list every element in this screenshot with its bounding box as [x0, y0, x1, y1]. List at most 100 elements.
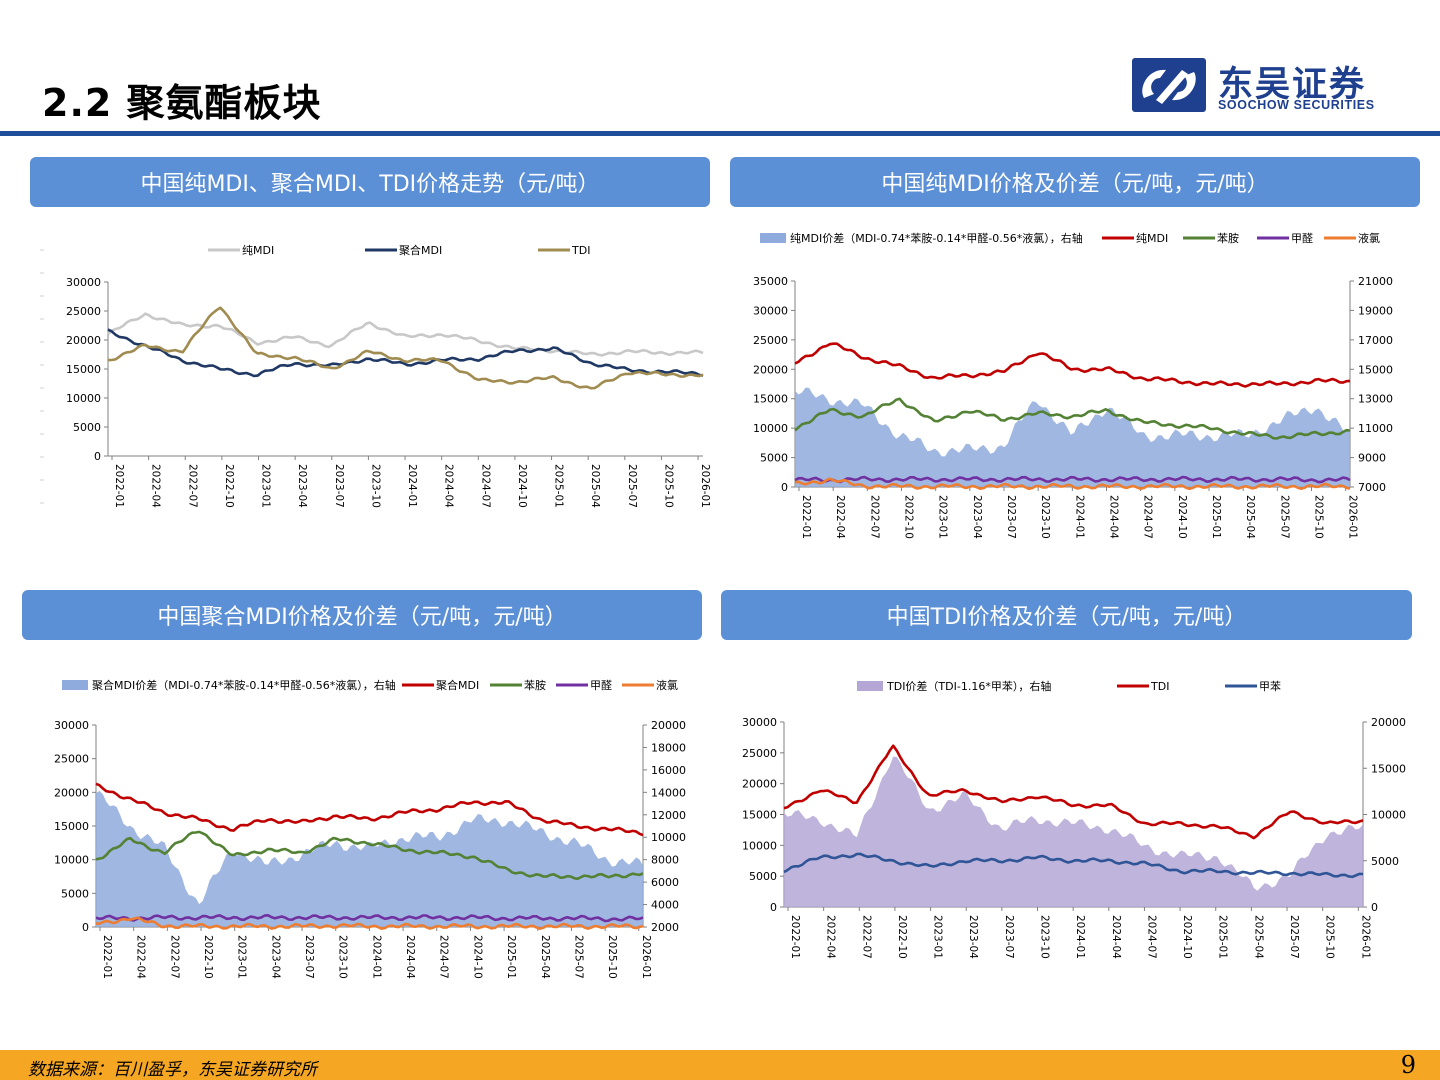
legend-label: 纯MDI — [242, 244, 274, 257]
x-tick-label: 2024-10 — [471, 935, 483, 979]
x-tick-label: 2022-04 — [825, 915, 837, 959]
legend-label: 甲苯 — [1259, 679, 1281, 693]
page-number: 9 — [1400, 1051, 1416, 1079]
y2-tick-label: 2000 — [651, 921, 679, 934]
panel-title-pure-mdi: 中国纯MDI价格及价差（元/吨，元/吨） — [730, 157, 1420, 207]
x-tick-label: 2022-01 — [789, 915, 801, 959]
y2-tick-label: 20000 — [651, 719, 686, 732]
x-tick-label: 2025-07 — [626, 464, 638, 508]
x-tick-label: 2025-04 — [539, 935, 551, 979]
y-tick-label: 20000 — [66, 334, 101, 347]
y-tick-label: 20000 — [753, 363, 788, 376]
y2-tick-label: 14000 — [651, 786, 686, 799]
legend-swatch — [857, 681, 883, 691]
x-tick-label: 2026-01 — [1359, 915, 1371, 959]
x-tick-label: 2022-01 — [113, 464, 125, 508]
legend-label: 苯胺 — [1217, 231, 1239, 245]
y2-tick-label: 15000 — [1358, 363, 1393, 376]
header-rule — [0, 131, 1440, 136]
y-tick-label: 25000 — [54, 753, 89, 766]
y-tick-label: 25000 — [753, 334, 788, 347]
x-tick-label: 2024-10 — [516, 464, 528, 508]
legend-label: 纯MDI价差（MDI-0.74*苯胺-0.14*甲醛-0.56*液氯），右轴 — [790, 231, 1083, 245]
x-tick-label: 2023-01 — [937, 495, 949, 539]
series-line — [794, 342, 1351, 388]
x-tick-label: 2026-01 — [640, 935, 652, 979]
y-tick-label: 30000 — [753, 304, 788, 317]
y2-tick-label: 10000 — [1371, 809, 1406, 822]
y-tick-label: 30000 — [66, 276, 101, 289]
y2-tick-label: 18000 — [651, 741, 686, 754]
x-tick-label: 2024-07 — [438, 935, 450, 979]
y-tick-label: 0 — [770, 901, 777, 914]
series-area-spread — [795, 387, 1350, 487]
legend-label: 苯胺 — [524, 678, 546, 692]
chart-polymeric-mdi-spread: 0 5000 10000 15000 20000 25000 30000 2000 4000 60… — [54, 678, 686, 979]
legend-label: 聚合MDI价差（MDI-0.74*苯胺-0.14*甲醛-0.56*液氯），右轴 — [92, 678, 396, 692]
chart-pure-mdi-spread: 0 5000 10000 15000 20000 25000 30000 35000 7000 9… — [753, 231, 1393, 539]
panel-title-polymeric-mdi: 中国聚合MDI价格及价差（元/吨，元/吨） — [22, 590, 702, 640]
y-tick-label: 15000 — [54, 820, 89, 833]
series-line — [107, 306, 704, 390]
x-tick-label: 2022-01 — [101, 935, 113, 979]
x-tick-label: 2023-10 — [369, 464, 381, 508]
y2-tick-label: 12000 — [651, 809, 686, 822]
x-tick-label: 2024-07 — [479, 464, 491, 508]
x-tick-label: 2023-01 — [932, 915, 944, 959]
x-tick-label: 2025-04 — [1244, 495, 1256, 539]
x-tick-label: 2025-07 — [1288, 915, 1300, 959]
x-tick-label: 2022-07 — [186, 464, 198, 508]
x-tick-label: 2025-10 — [662, 464, 674, 508]
y2-tick-label: 15000 — [1371, 762, 1406, 775]
series-line — [95, 914, 644, 923]
legend-label: 甲醛 — [590, 678, 612, 692]
x-tick-label: 2023-01 — [236, 935, 248, 979]
x-tick-label: 2023-04 — [296, 464, 308, 508]
y-tick-label: 25000 — [742, 747, 777, 760]
y-tick-label: 5000 — [749, 870, 777, 883]
x-tick-label: 2023-10 — [1039, 915, 1051, 959]
x-tick-label: 2025-01 — [1210, 495, 1222, 539]
series-line — [794, 477, 1351, 491]
x-tick-label: 2022-01 — [800, 495, 812, 539]
y-tick-label: 5000 — [73, 421, 101, 434]
x-tick-label: 2025-04 — [589, 464, 601, 508]
y2-tick-label: 9000 — [1358, 452, 1386, 465]
x-tick-label: 2025-10 — [1313, 495, 1325, 539]
x-tick-label: 2022-10 — [896, 915, 908, 959]
x-tick-label: 2023-07 — [1003, 915, 1015, 959]
chart-tdi-spread: 0 5000 10000 15000 20000 25000 30000 0 5000 10000… — [742, 679, 1406, 959]
x-tick-label: 2024-01 — [1074, 915, 1086, 959]
x-tick-label: 2025-04 — [1252, 915, 1264, 959]
series-line — [95, 916, 644, 930]
y2-tick-label: 6000 — [651, 876, 679, 889]
x-tick-label: 2023-07 — [303, 935, 315, 979]
y-tick-label: 0 — [94, 450, 101, 463]
y-tick-label: 20000 — [742, 778, 777, 791]
company-logo: 东吴证券 SOOCHOW SECURITIES — [1130, 56, 1410, 118]
x-tick-label: 2025-07 — [572, 935, 584, 979]
legend-swatch — [760, 233, 786, 243]
y2-tick-label: 11000 — [1358, 422, 1393, 435]
legend-label: TDI — [1150, 680, 1169, 693]
y-tick-label: 20000 — [54, 786, 89, 799]
series-area-spread — [784, 756, 1363, 907]
y-tick-label: 30000 — [54, 719, 89, 732]
x-tick-label: 2025-07 — [1278, 495, 1290, 539]
x-tick-label: 2023-01 — [260, 464, 272, 508]
y-tick-label: 25000 — [66, 305, 101, 318]
y2-tick-label: 13000 — [1358, 393, 1393, 406]
x-tick-label: 2024-10 — [1176, 495, 1188, 539]
x-tick-label: 2024-01 — [370, 935, 382, 979]
panel-title-price-trend: 中国纯MDI、聚合MDI、TDI价格走势（元/吨） — [30, 157, 710, 207]
x-tick-label: 2024-07 — [1145, 915, 1157, 959]
panel-title-tdi: 中国TDI价格及价差（元/吨，元/吨） — [721, 590, 1412, 640]
x-tick-label: 2022-10 — [223, 464, 235, 508]
x-tick-label: 2025-01 — [505, 935, 517, 979]
series-line — [95, 830, 644, 881]
y2-tick-label: 21000 — [1358, 275, 1393, 288]
x-tick-label: 2022-07 — [860, 915, 872, 959]
y-tick-label: 35000 — [753, 275, 788, 288]
legend-swatch — [62, 680, 88, 690]
legend-label: TDI价差（TDI-1.16*甲苯），右轴 — [886, 679, 1051, 693]
